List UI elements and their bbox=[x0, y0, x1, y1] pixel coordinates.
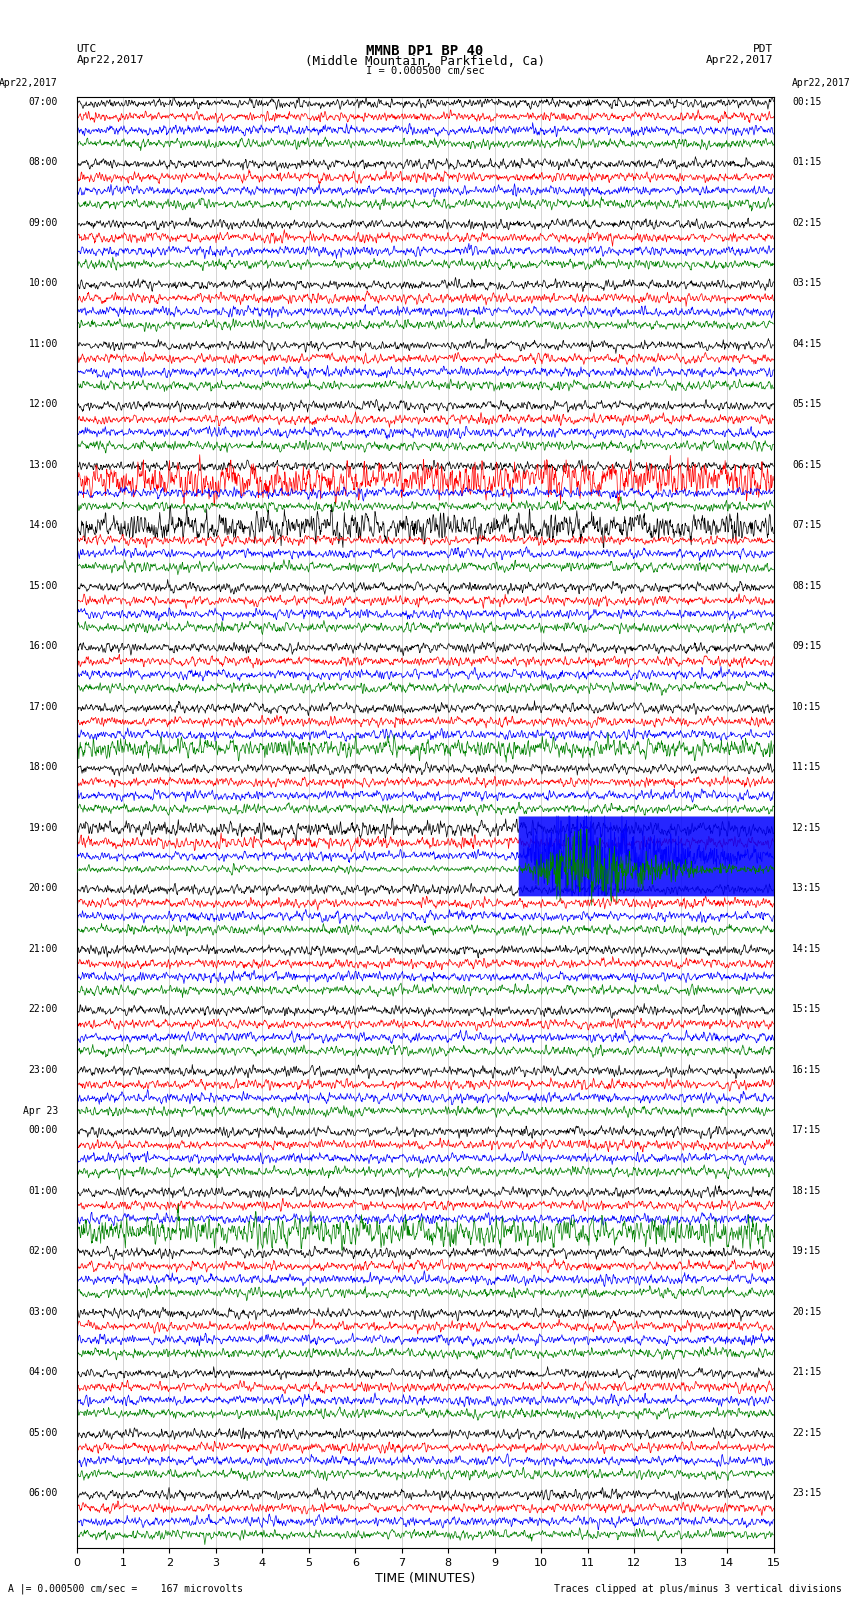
Text: 21:15: 21:15 bbox=[792, 1368, 821, 1378]
Text: 02:15: 02:15 bbox=[792, 218, 821, 227]
Text: (Middle Mountain, Parkfield, Ca): (Middle Mountain, Parkfield, Ca) bbox=[305, 55, 545, 68]
Text: 13:15: 13:15 bbox=[792, 884, 821, 894]
Text: 14:15: 14:15 bbox=[792, 944, 821, 953]
Text: 09:00: 09:00 bbox=[29, 218, 58, 227]
Text: Traces clipped at plus/minus 3 vertical divisions: Traces clipped at plus/minus 3 vertical … bbox=[553, 1584, 842, 1594]
Text: 03:00: 03:00 bbox=[29, 1307, 58, 1316]
Text: 19:00: 19:00 bbox=[29, 823, 58, 832]
X-axis label: TIME (MINUTES): TIME (MINUTES) bbox=[375, 1573, 475, 1586]
Text: 22:00: 22:00 bbox=[29, 1003, 58, 1015]
Text: 23:15: 23:15 bbox=[792, 1487, 821, 1498]
Text: 22:15: 22:15 bbox=[792, 1428, 821, 1437]
Text: 08:00: 08:00 bbox=[29, 158, 58, 168]
Text: A |= 0.000500 cm/sec =    167 microvolts: A |= 0.000500 cm/sec = 167 microvolts bbox=[8, 1582, 243, 1594]
Text: 00:00: 00:00 bbox=[29, 1126, 58, 1136]
Text: Apr22,2017: Apr22,2017 bbox=[0, 77, 58, 87]
Text: 10:15: 10:15 bbox=[792, 702, 821, 711]
Text: 01:15: 01:15 bbox=[792, 158, 821, 168]
Text: 10:00: 10:00 bbox=[29, 279, 58, 289]
Text: 06:00: 06:00 bbox=[29, 1487, 58, 1498]
Text: 13:00: 13:00 bbox=[29, 460, 58, 469]
Text: 04:00: 04:00 bbox=[29, 1368, 58, 1378]
Text: I = 0.000500 cm/sec: I = 0.000500 cm/sec bbox=[366, 66, 484, 76]
Text: 12:15: 12:15 bbox=[792, 823, 821, 832]
Text: Apr 23: Apr 23 bbox=[23, 1107, 58, 1116]
Text: 07:00: 07:00 bbox=[29, 97, 58, 106]
Text: UTC: UTC bbox=[76, 44, 97, 53]
Text: 12:00: 12:00 bbox=[29, 400, 58, 410]
Text: 06:15: 06:15 bbox=[792, 460, 821, 469]
Text: 03:15: 03:15 bbox=[792, 279, 821, 289]
Text: 09:15: 09:15 bbox=[792, 642, 821, 652]
Text: 15:00: 15:00 bbox=[29, 581, 58, 590]
Text: 20:15: 20:15 bbox=[792, 1307, 821, 1316]
Text: 00:15: 00:15 bbox=[792, 97, 821, 106]
Text: Apr22,2017: Apr22,2017 bbox=[76, 55, 144, 65]
Text: MMNB DP1 BP 40: MMNB DP1 BP 40 bbox=[366, 44, 484, 58]
Text: 05:00: 05:00 bbox=[29, 1428, 58, 1437]
Text: 20:00: 20:00 bbox=[29, 884, 58, 894]
Text: 17:00: 17:00 bbox=[29, 702, 58, 711]
Text: 01:00: 01:00 bbox=[29, 1186, 58, 1195]
Text: 08:15: 08:15 bbox=[792, 581, 821, 590]
Text: 18:00: 18:00 bbox=[29, 763, 58, 773]
Text: 05:15: 05:15 bbox=[792, 400, 821, 410]
Text: Apr22,2017: Apr22,2017 bbox=[706, 55, 774, 65]
Text: 15:15: 15:15 bbox=[792, 1003, 821, 1015]
Text: 17:15: 17:15 bbox=[792, 1126, 821, 1136]
Text: 16:00: 16:00 bbox=[29, 642, 58, 652]
Text: 18:15: 18:15 bbox=[792, 1186, 821, 1195]
Text: 21:00: 21:00 bbox=[29, 944, 58, 953]
Text: 11:15: 11:15 bbox=[792, 763, 821, 773]
Text: 04:15: 04:15 bbox=[792, 339, 821, 348]
Text: 14:00: 14:00 bbox=[29, 521, 58, 531]
Text: 23:00: 23:00 bbox=[29, 1065, 58, 1074]
Text: 19:15: 19:15 bbox=[792, 1245, 821, 1257]
Text: Apr22,2017: Apr22,2017 bbox=[792, 77, 850, 87]
Text: 11:00: 11:00 bbox=[29, 339, 58, 348]
Text: PDT: PDT bbox=[753, 44, 774, 53]
Text: 16:15: 16:15 bbox=[792, 1065, 821, 1074]
Text: 07:15: 07:15 bbox=[792, 521, 821, 531]
Text: 02:00: 02:00 bbox=[29, 1245, 58, 1257]
